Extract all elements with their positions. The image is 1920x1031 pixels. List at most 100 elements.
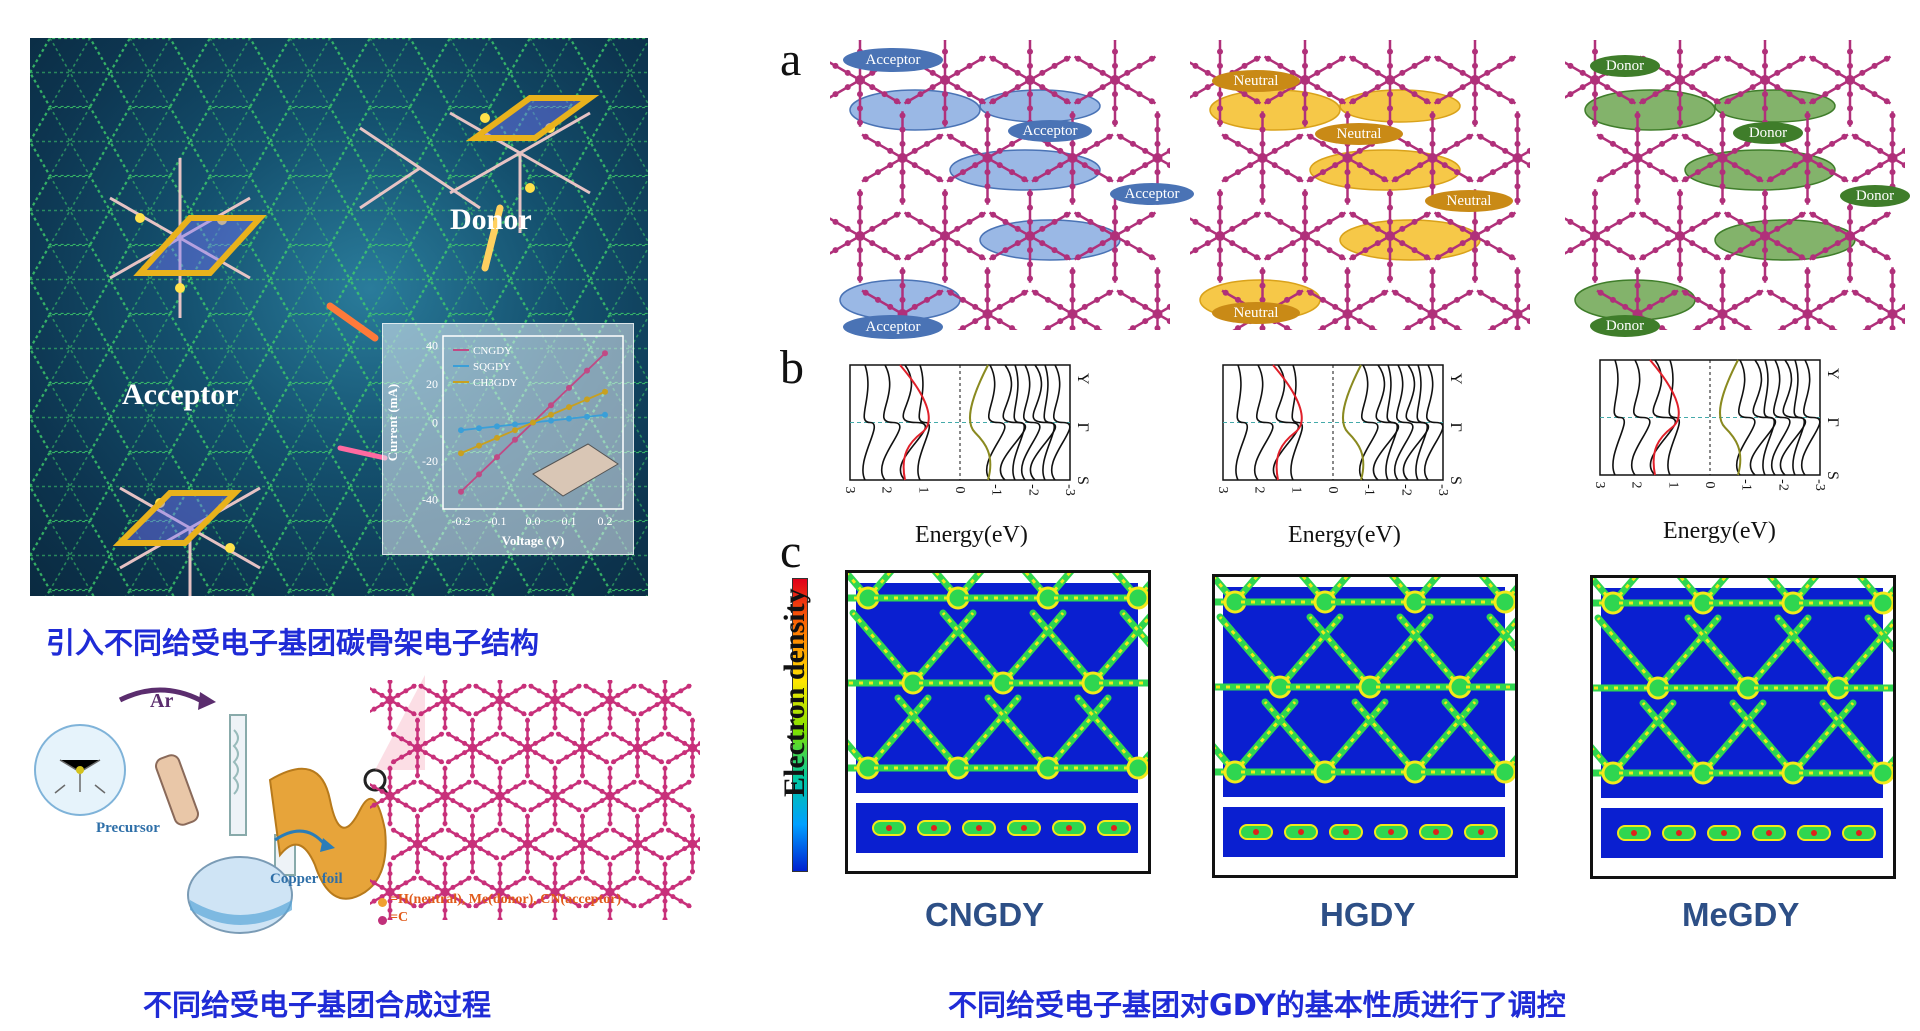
valence-band-red — [899, 364, 930, 481]
density-core — [1343, 829, 1349, 835]
colorbar-label: Electron density — [778, 588, 811, 797]
density-core — [1298, 829, 1304, 835]
material-name-megdy: MeGDY — [1682, 896, 1800, 933]
iv-point-cngdy — [548, 402, 554, 409]
panel-a-donor-lattice — [1565, 40, 1905, 330]
k-point-label: S — [1074, 476, 1091, 485]
acceptor-pill-2: Acceptor — [1008, 120, 1092, 142]
cover-lattice — [30, 38, 648, 596]
acceptor-pill-1: Acceptor — [843, 48, 943, 72]
band-structure-hgdy: 3 2 1 0 -1 -2 -3 Y Γ S — [1215, 364, 1464, 496]
density-map-megdy — [1590, 575, 1896, 879]
band-line — [1402, 364, 1429, 481]
band-xlabel-2: Energy(eV) — [1288, 522, 1401, 548]
caption-synthesis: 不同给受电子基团合成过程 — [143, 988, 492, 1022]
band-line — [862, 364, 876, 481]
band-line — [1415, 364, 1429, 481]
caption-property-tuning: 不同给受电子基团对GDY的基本性质进行了调控 — [948, 988, 1566, 1022]
substituent-legend: =H(neutral), Me(donor), CN(acceptor) — [390, 892, 622, 907]
band-line — [1235, 364, 1249, 481]
band-line — [1021, 364, 1041, 481]
density-network — [1215, 577, 1515, 784]
k-point-label: Y — [1074, 373, 1091, 385]
iv-point-sqgdy — [494, 423, 500, 430]
band-x-tick: 3 — [842, 487, 857, 494]
k-point-label: S — [1447, 476, 1464, 485]
iv-point-cngdy — [476, 471, 482, 478]
band-line — [1424, 364, 1444, 481]
iv-point-ch3gdy — [458, 450, 464, 457]
k-point-label: S — [1824, 471, 1841, 480]
iv-legend-entry: SQGDY — [473, 361, 511, 373]
band-x-tick: 2 — [1629, 482, 1644, 489]
density-core — [1721, 830, 1727, 836]
band-line — [1029, 364, 1056, 481]
device-chip-icon — [532, 443, 619, 497]
carbon-legend: =C — [390, 910, 409, 925]
material-name-cngdy: CNGDY — [925, 896, 1045, 933]
band-x-tick: 3 — [1215, 487, 1230, 494]
iv-point-ch3gdy — [566, 404, 572, 411]
iv-point-sqgdy — [512, 421, 518, 428]
charge-lobe — [1584, 89, 1716, 131]
band-line — [1631, 359, 1651, 476]
precursor-label: Precursor — [96, 820, 160, 836]
density-core — [976, 825, 982, 831]
band-xlabel-3: Energy(eV) — [1663, 518, 1776, 544]
density-map-cngdy — [845, 570, 1151, 874]
density-core — [1388, 829, 1394, 835]
band-x-tick: 1 — [915, 487, 930, 494]
iv-point-cngdy — [602, 350, 608, 357]
k-point-label: Y — [1824, 368, 1841, 380]
lattice-network — [370, 680, 700, 920]
band-line — [1792, 359, 1806, 476]
gdy-lattice-sheet — [370, 680, 700, 920]
band-x-tick: -3 — [1435, 484, 1450, 496]
charge-lobe — [1339, 89, 1461, 123]
iv-point-sqgdy — [476, 425, 482, 432]
density-core — [1766, 830, 1772, 836]
density-core — [886, 825, 892, 831]
lattice-network — [1190, 40, 1530, 330]
band-x-tick: 0 — [952, 487, 967, 494]
iv-point-cngdy — [584, 367, 590, 374]
iv-y-tick: -20 — [422, 454, 438, 468]
density-core — [1631, 830, 1637, 836]
conduction-band-olive — [968, 364, 992, 481]
density-core — [1111, 825, 1117, 831]
acceptor-label: Acceptor — [122, 378, 239, 411]
band-line — [1771, 359, 1791, 476]
valence-band-red — [1649, 359, 1680, 476]
density-core — [1478, 829, 1484, 835]
band-x-tick: 3 — [1592, 482, 1607, 489]
band-line — [1254, 364, 1274, 481]
acceptor-pill-3: Acceptor — [1110, 183, 1194, 205]
donor-pill-2: Donor — [1733, 122, 1803, 144]
iv-point-cngdy — [494, 454, 500, 461]
iv-point-ch3gdy — [548, 411, 554, 418]
lattice-network — [1565, 40, 1905, 330]
charge-lobe — [979, 89, 1101, 123]
iv-point-sqgdy — [584, 413, 590, 420]
iv-x-label: Voltage (V) — [502, 533, 565, 548]
iv-point-ch3gdy — [494, 434, 500, 441]
iv-point-cngdy — [566, 384, 572, 391]
iv-y-tick: 0 — [432, 416, 438, 430]
density-core — [931, 825, 937, 831]
iv-point-sqgdy — [548, 417, 554, 424]
band-x-tick: -1 — [1739, 479, 1754, 491]
iv-point-ch3gdy — [530, 419, 536, 426]
band-line — [1290, 364, 1304, 481]
iv-y-tick: 20 — [426, 377, 438, 391]
neutral-pill-2: Neutral — [1315, 123, 1403, 145]
band-xlabel-1: Energy(eV) — [915, 522, 1028, 548]
density-core — [1021, 825, 1027, 831]
material-name-hgdy: HGDY — [1320, 896, 1416, 933]
band-x-tick: 1 — [1665, 482, 1680, 489]
band-x-tick: -2 — [1398, 484, 1413, 496]
colorbar — [792, 578, 808, 872]
synthesis-figure: Ar Precursor Copper foil =H(neutral), Me… — [30, 660, 710, 935]
k-point-label: Γ — [1824, 418, 1841, 427]
band-line — [1612, 359, 1626, 476]
iv-y-tick: -40 — [422, 492, 438, 506]
